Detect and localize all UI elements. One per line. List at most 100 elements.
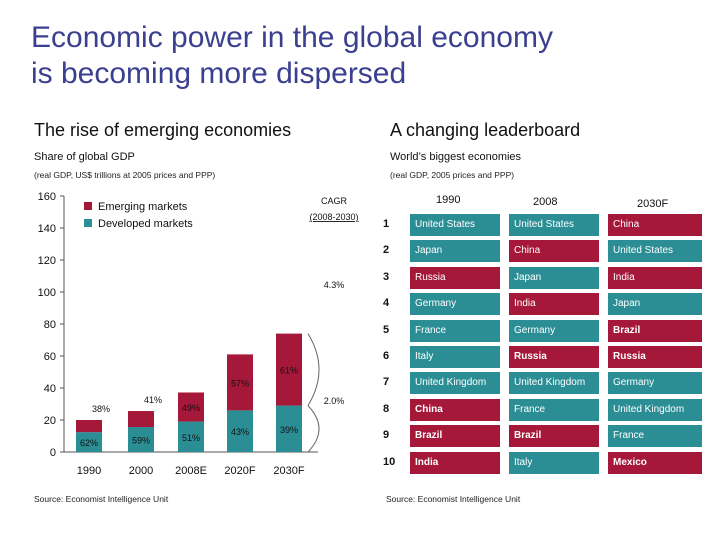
page-title: Economic power in the global economy is … <box>31 20 691 92</box>
leaderboard-row: 10 India Italy Mexico <box>383 451 703 474</box>
developed-share-label: 51% <box>182 433 200 443</box>
y-tick-label: 140 <box>38 223 56 235</box>
leaderboard-cell: Italy <box>509 451 599 474</box>
right-note: (real GDP, 2005 prices and PPP) <box>390 170 515 180</box>
cagr-developed: 2.0% <box>324 396 345 406</box>
leaderboard-cell: United States <box>608 240 702 263</box>
x-tick-label: 1990 <box>77 465 101 477</box>
y-tick-label: 120 <box>38 255 56 267</box>
leaderboard-header-2030f: 2030F <box>637 198 669 210</box>
legend-swatch-emerging <box>84 202 92 210</box>
leaderboard-cell: Mexico <box>608 451 702 474</box>
leaderboard-rank: 8 <box>383 402 390 415</box>
y-tick-label: 20 <box>44 415 56 427</box>
legend-label-emerging: Emerging markets <box>98 201 188 213</box>
leaderboard-rank: 6 <box>383 350 390 362</box>
bar-emerging <box>227 354 253 411</box>
cagr-bracket-developed <box>307 405 320 453</box>
bar-emerging <box>76 420 102 433</box>
leaderboard-row: 3 Russia Japan India <box>383 266 703 289</box>
leaderboard-row: 6 Italy Russia Russia <box>383 346 703 368</box>
leaderboard-cell: Russia <box>608 346 702 368</box>
leaderboard-cell: Italy <box>410 346 500 368</box>
page-title-line-2: is becoming more dispersed <box>31 57 407 90</box>
leaderboard-row: 8 China France United Kingdom <box>383 398 703 421</box>
x-tick-label: 2000 <box>129 465 153 477</box>
legend-label-developed: Developed markets <box>98 218 193 230</box>
bar-emerging <box>178 392 204 422</box>
x-tick-label: 2030F <box>273 465 304 477</box>
cagr-emerging: 4.3% <box>324 280 345 290</box>
bar-emerging <box>276 333 302 406</box>
y-tick-label: 100 <box>38 287 56 299</box>
leaderboard-rank: 2 <box>383 244 390 257</box>
leaderboard-row: 1 United States United States China <box>383 214 703 236</box>
leaderboard-header-1990: 1990 <box>436 194 461 206</box>
leaderboard-rank: 1 <box>383 218 390 230</box>
leaderboard-cell: India <box>608 266 702 289</box>
y-tick-label: 60 <box>44 351 56 363</box>
leaderboard-cell: Germany <box>509 319 599 342</box>
leaderboard-cell: United Kingdom <box>608 398 702 421</box>
emerging-share-label: 38% <box>92 404 110 414</box>
developed-share-label: 43% <box>231 427 249 437</box>
cagr-period: (2008-2030) <box>309 212 358 222</box>
leaderboard-rank: 3 <box>383 270 390 283</box>
bar-developed <box>227 410 253 452</box>
leaderboard-cell: Germany <box>410 293 500 316</box>
leaderboard-row: 2 Japan China United States <box>383 240 703 263</box>
right-section-title: A changing leaderboard <box>390 120 581 140</box>
leaderboard-cell: France <box>608 425 702 448</box>
leaderboard-cell: United Kingdom <box>410 372 500 395</box>
leaderboard-cell: China <box>410 398 500 421</box>
leaderboard-row: 5 France Germany Brazil <box>383 319 703 342</box>
bar-developed <box>276 405 302 452</box>
bar-developed <box>76 432 102 452</box>
leaderboard-cell: Germany <box>608 372 702 395</box>
developed-share-label: 62% <box>80 438 98 448</box>
leaderboard-rank: 5 <box>383 323 390 336</box>
y-tick-label: 160 <box>38 191 56 203</box>
bar-developed <box>128 427 154 452</box>
leaderboard-cell: Japan <box>509 266 599 289</box>
leaderboard-cell: Russia <box>410 266 500 289</box>
leaderboard-header-2008: 2008 <box>533 196 558 208</box>
gdp-stacked-bar-chart: 0 20 40 60 80 100 120 140 160 1990 38% 62% 2000 41% 59… <box>38 191 359 477</box>
leaderboard-cell: India <box>410 451 500 474</box>
leaderboard-cell: Japan <box>410 240 500 263</box>
emerging-share-label: 57% <box>231 378 249 388</box>
cagr-label: CAGR <box>321 196 348 206</box>
leaderboard-cell: Japan <box>608 293 702 316</box>
right-source: Source: Economist Intelligence Unit <box>386 494 521 504</box>
leaderboard-row: 9 Brazil Brazil France <box>383 425 703 448</box>
left-section-title: The rise of emerging economies <box>34 120 292 140</box>
leaderboard-cell: France <box>410 319 500 342</box>
leaderboard-cell: Russia <box>509 346 599 368</box>
cagr-bracket-emerging <box>307 333 320 406</box>
leaderboard-cell: China <box>608 214 702 236</box>
bar-developed <box>178 421 204 452</box>
bar-emerging <box>128 411 154 428</box>
leaderboard-rank: 4 <box>383 297 390 310</box>
leaderboard-cell: United Kingdom <box>509 372 599 395</box>
y-tick-label: 0 <box>50 447 56 459</box>
legend-swatch-developed <box>84 219 92 227</box>
left-source: Source: Economist Intelligence Unit <box>34 494 169 504</box>
y-tick-label: 40 <box>44 383 56 395</box>
leaderboard-rank: 7 <box>383 376 390 389</box>
leaderboard-cell: United States <box>410 214 500 236</box>
leaderboard-row: 7 United Kingdom United Kingdom Germany <box>383 372 703 395</box>
leaderboard-cell: Brazil <box>410 425 500 448</box>
x-tick-label: 2008E <box>175 465 207 477</box>
leaderboard-rank: 9 <box>383 429 390 442</box>
y-tick-label: 80 <box>44 319 56 331</box>
left-note: (real GDP, US$ trillions at 2005 prices … <box>34 170 216 180</box>
leaderboard-cell: China <box>509 240 599 263</box>
leaderboard-row: 4 Germany India Japan <box>383 293 703 316</box>
x-tick-label: 2020F <box>224 465 255 477</box>
page-title-line-1: Economic power in the global economy <box>31 21 553 54</box>
left-subtitle: Share of global GDP <box>34 151 135 163</box>
leaderboard-cell: United States <box>509 214 599 236</box>
emerging-share-label: 61% <box>280 366 298 376</box>
leaderboard-cell: Brazil <box>509 425 599 448</box>
